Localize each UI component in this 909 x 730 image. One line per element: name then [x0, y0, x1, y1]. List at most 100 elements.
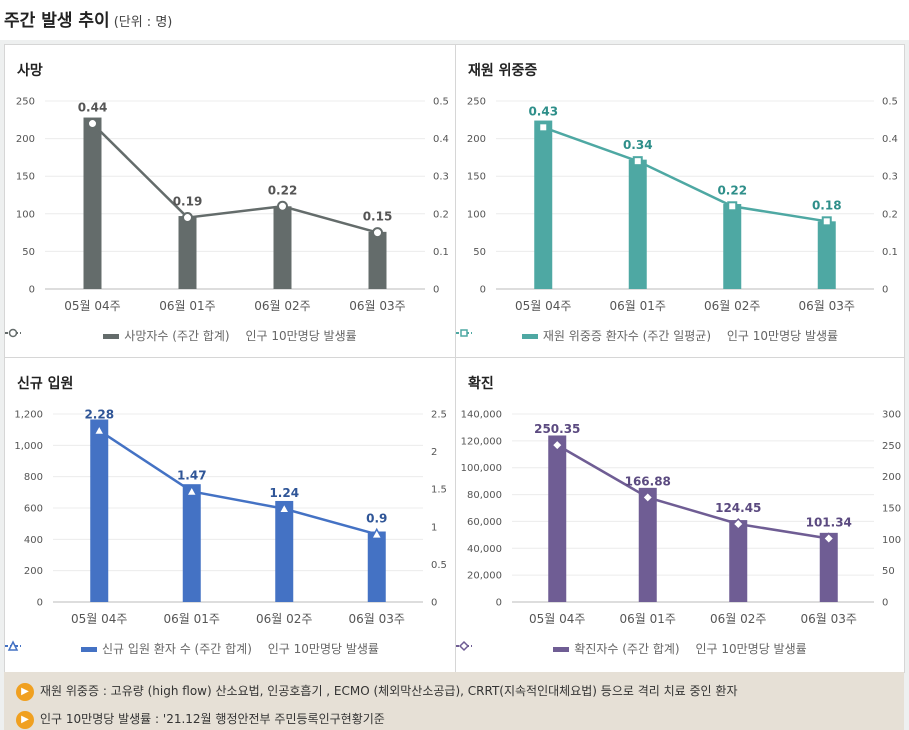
chart-svg-death: 250 200 150 100 50 0 0.5 0.4 0.3 0.2 0.1 0 05월 04주 06… — [16, 97, 449, 314]
legend-line-swatch — [5, 328, 21, 338]
x-tick-label: 06월 01주 — [610, 299, 666, 313]
y-right-tick-label: 2 — [431, 447, 437, 458]
bar — [817, 221, 836, 289]
x-tick-label: 06월 03주 — [349, 612, 405, 626]
page-header: 주간 발생 추이 (단위 : 명) — [0, 0, 909, 40]
x-tick-label: 06월 02주 — [256, 612, 312, 626]
legend-bar-label: 재원 위중증 환자수 (주간 일평균) — [542, 329, 712, 343]
data-label: 101.34 — [806, 515, 852, 529]
y-left-tick-label: 0 — [29, 285, 35, 296]
line-point — [185, 484, 199, 497]
bar — [182, 484, 201, 602]
y-right-tick-label: 0.5 — [431, 560, 447, 571]
y-left-tick-label: 1,000 — [14, 441, 43, 452]
bar — [638, 487, 657, 602]
y-right-tick-label: 300 — [882, 410, 901, 421]
legend-line-swatch — [5, 640, 21, 651]
legend-line-item: 인구 10만명당 발생률 — [456, 327, 839, 344]
y-left-tick-label: 150 — [467, 172, 486, 183]
legend-line-swatch — [456, 640, 472, 652]
y-right-tick-label: 1 — [431, 522, 437, 533]
line-point — [372, 227, 383, 239]
legend-line-label: 인구 10만명당 발생률 — [267, 642, 379, 656]
chart-panel-admission: 신규 입원 1,200 1,000 800 600 400 200 0 2.5 2 1.5 1 0.5… — [4, 357, 456, 673]
x-tick-label: 05월 04주 — [515, 299, 571, 313]
line-point — [732, 517, 745, 531]
x-tick-label: 06월 03주 — [799, 299, 855, 313]
legend-line-label: 인구 10만명당 발생률 — [726, 329, 839, 343]
line-point — [277, 502, 291, 514]
legend-bar-item: 사망자수 (주간 합계) — [103, 327, 230, 344]
speaker-icon: ▶ — [16, 682, 34, 701]
y-right-tick-label: 0.3 — [882, 172, 898, 183]
y-right-tick-label: 0 — [433, 285, 439, 296]
y-left-tick-label: 0 — [496, 598, 502, 609]
line-point — [641, 491, 654, 504]
unit-label: (단위 : 명) — [113, 15, 173, 30]
chart-svg-admission: 1,200 1,000 800 600 400 200 0 2.5 2 1.5 1 0.5 0 05월 0… — [14, 408, 447, 626]
legend-line-item: 인구 10만명당 발생률 — [456, 640, 807, 657]
bar — [819, 532, 838, 602]
y-left-tick-label: 800 — [24, 472, 43, 483]
y-left-tick-label: 100 — [467, 209, 486, 220]
y-right-tick-label: 250 — [882, 441, 901, 452]
y-left-tick-label: 0 — [37, 598, 43, 609]
y-left-tick-label: 250 — [467, 97, 486, 108]
chart-legend: 사망자수 (주간 합계) 인구 10만명당 발생률 — [5, 327, 455, 344]
y-left-tick-label: 50 — [22, 247, 35, 258]
legend-bar-swatch — [81, 647, 98, 652]
data-label: 0.44 — [78, 101, 108, 115]
note-item: ▶ 재원 위중증 : 고유량 (high flow) 산소요법, 인공호흡기 , … — [16, 682, 737, 701]
x-tick-label: 06월 03주 — [349, 299, 405, 313]
y-left-tick-label: 150 — [16, 172, 35, 183]
y-left-tick-label: 200 — [24, 566, 43, 577]
legend-line-item: 인구 10만명당 발생률 — [5, 640, 379, 657]
bar — [367, 531, 386, 602]
y-left-tick-label: 120,000 — [461, 436, 502, 447]
series-line — [556, 444, 829, 540]
line-point — [821, 216, 832, 227]
y-right-tick-label: 100 — [882, 535, 901, 546]
series-line — [98, 429, 378, 536]
data-label: 166.88 — [625, 474, 671, 488]
y-right-tick-label: 0 — [431, 598, 437, 609]
line-point — [551, 439, 564, 452]
note-text: 재원 위중증 : 고유량 (high flow) 산소요법, 인공호흡기 , E… — [40, 684, 738, 698]
legend-bar-swatch — [103, 334, 120, 339]
y-right-tick-label: 1.5 — [431, 485, 447, 496]
x-tick-label: 06월 03주 — [801, 612, 857, 626]
data-label: 0.22 — [717, 183, 747, 197]
y-right-tick-label: 2.5 — [431, 410, 447, 421]
bar — [548, 435, 567, 602]
y-left-tick-label: 100 — [16, 209, 35, 220]
data-label: 124.45 — [715, 501, 761, 515]
line-point — [277, 200, 288, 212]
bar — [368, 231, 387, 289]
line-point — [632, 156, 643, 167]
chart-title: 신규 입원 — [17, 376, 74, 392]
chart-panel-death: 사망 250 200 150 100 50 0 0.5 0.4 0.3 0.2 0.1 0 05월 04… — [4, 44, 456, 358]
legend-bar-swatch — [521, 334, 538, 339]
data-label: 0.18 — [812, 198, 842, 212]
bar — [273, 206, 292, 289]
legend-line-swatch — [456, 329, 472, 337]
bar — [83, 117, 102, 289]
line-point — [370, 527, 384, 540]
data-label: 0.15 — [363, 210, 393, 224]
line-point — [727, 201, 738, 212]
y-left-tick-label: 100,000 — [461, 463, 502, 474]
chart-title: 재원 위중증 — [468, 63, 538, 79]
data-label: 0.34 — [623, 138, 653, 152]
chart-svg-severe: 250 200 150 100 50 0 0.5 0.4 0.3 0.2 0.1 0 05월 04주 06… — [467, 97, 898, 314]
line-point — [92, 423, 106, 436]
legend-bar-item: 신규 입원 환자 수 (주간 합계) — [81, 640, 252, 657]
data-label: 1.47 — [177, 468, 207, 482]
legend-bar-item: 재원 위중증 환자수 (주간 일평균) — [521, 327, 712, 344]
page-title-text: 주간 발생 추이 — [4, 11, 110, 31]
notes-box: ▶ 재원 위중증 : 고유량 (high flow) 산소요법, 인공호흡기 , … — [4, 672, 904, 730]
y-right-tick-label: 0.5 — [882, 97, 898, 108]
y-left-tick-label: 20,000 — [467, 571, 502, 582]
y-right-tick-label: 0.1 — [433, 247, 449, 258]
bar — [90, 419, 109, 602]
legend-bar-item: 확진자수 (주간 합계) — [553, 640, 680, 657]
